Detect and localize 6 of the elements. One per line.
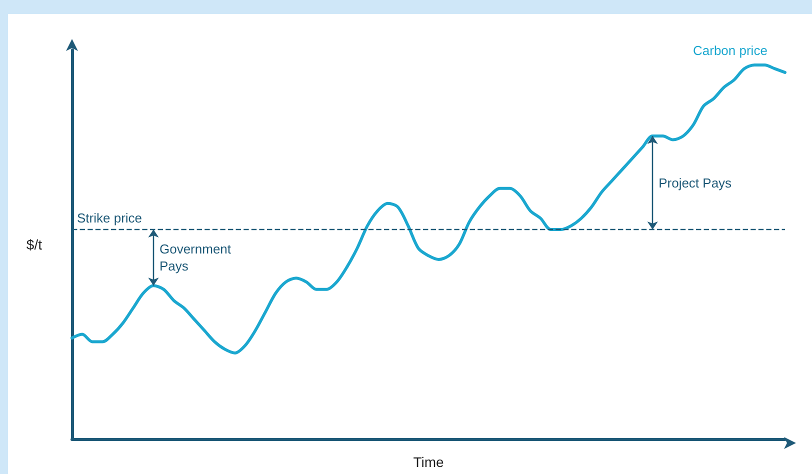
annotation: Government Pays [159,242,235,274]
ref-line-label: Strike price [77,210,142,226]
series-label: Carbon price [693,42,768,58]
x-axis-title: Time [413,454,444,470]
y-axis-title: $/t [26,236,42,252]
annotation: Project Pays [658,175,732,190]
